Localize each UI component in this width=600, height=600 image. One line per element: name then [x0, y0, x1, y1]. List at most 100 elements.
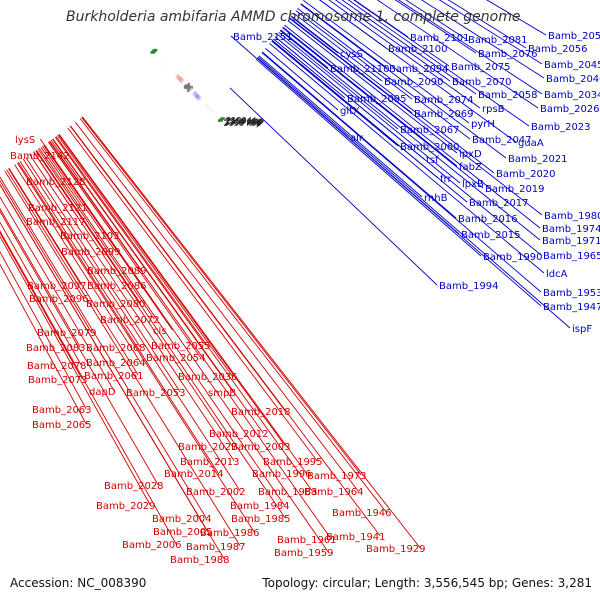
- annotation-band-segment: [159, 59, 169, 69]
- annotation-band-segment: [206, 103, 215, 113]
- forward-gene-arrow: [194, 90, 202, 99]
- leader-line: [394, 0, 477, 54]
- reverse-gene-arrow: [176, 74, 184, 83]
- scale-tick-label: 2250 kbp: [225, 118, 263, 127]
- leader-line: [82, 116, 421, 549]
- annotation-band-segment: [159, 59, 168, 69]
- forward-gene-label-bamb_2034: Bamb_2034: [544, 90, 600, 101]
- annotation-band-segment: [159, 59, 168, 69]
- forward-gene-label-ispf: ispF: [572, 324, 592, 335]
- reverse-gene-label-dapd: dapD: [89, 387, 116, 398]
- annotation-band-segment: [206, 103, 215, 112]
- leader-line: [284, 24, 541, 229]
- annotation-band-segment: [159, 59, 168, 69]
- forward-gene-label-bamb_2090: Bamb_2090: [384, 77, 444, 88]
- reverse-gene-label-bamb_2014: Bamb_2014: [164, 469, 224, 480]
- leader-line: [262, 51, 457, 219]
- reverse-gene-arrow: [177, 74, 185, 82]
- reverse-gene-arrow: [176, 75, 184, 83]
- annotation-band-segment: [159, 59, 169, 68]
- reverse-gene-label-bamb_2097: Bamb_2097: [27, 281, 87, 292]
- annotation-band-segment: [159, 59, 168, 69]
- forward-gene-label-bamb_2023: Bamb_2023: [531, 122, 591, 133]
- leader-line: [35, 150, 286, 519]
- annotation-band-segment: [204, 105, 213, 114]
- forward-gene-label-tsf: tsf: [426, 155, 439, 166]
- annotation-band-segment: [205, 104, 214, 113]
- leader-line: [19, 160, 141, 348]
- forward-gene-label-bamb_2076: Bamb_2076: [478, 49, 538, 60]
- annotation-band-segment: [205, 104, 214, 113]
- forward-gene-label-alr: alr: [350, 133, 364, 144]
- forward-gene-arrow: [193, 92, 201, 100]
- reverse-gene-label-bamb_2002: Bamb_2002: [186, 487, 246, 498]
- reverse-gene-arrow: [175, 76, 183, 84]
- leader-line: [42, 145, 116, 252]
- annotation-band-segment: [204, 104, 214, 114]
- forward-gene-arrow: [192, 93, 200, 101]
- reverse-gene-label-bamb_1961: Bamb_1961: [277, 535, 337, 546]
- forward-gene-arrow: [194, 91, 202, 99]
- annotation-band-segment: [159, 59, 168, 69]
- feature-tracks: [150, 48, 225, 122]
- reverse-gene-label-bamb_1959: Bamb_1959: [274, 548, 334, 559]
- forward-gene-label-cyss: cysS: [340, 49, 363, 60]
- annotation-band-segment: [159, 59, 169, 68]
- forward-gene-label-pyrh: pyrH: [471, 119, 495, 130]
- annotation-band-segment: [205, 104, 214, 113]
- reverse-gene-label-bamb_2053: Bamb_2053: [126, 388, 186, 399]
- leader-line: [341, 0, 477, 95]
- annotation-band-segment: [206, 102, 216, 112]
- reverse-gene-arrow: [177, 73, 185, 81]
- forward-gene-arrow: [193, 91, 201, 100]
- forward-gene-label-lpxd: lpxD: [459, 149, 482, 160]
- forward-gene-arrow: [193, 92, 201, 100]
- reverse-gene-label-bamb_2072: Bamb_2072: [100, 315, 160, 326]
- leader-line: [0, 230, 177, 545]
- leader-line: [50, 139, 81, 182]
- annotation-band-segment: [161, 57, 171, 67]
- leader-line: [300, 3, 388, 69]
- reverse-gene-label-lyss: lysS: [15, 135, 35, 146]
- reverse-gene-label-bamb_2003: Bamb_2003: [231, 442, 291, 453]
- leader-line: [29, 154, 235, 462]
- forward-gene-arrow: [193, 92, 201, 100]
- reverse-gene-arrow: [175, 75, 183, 83]
- leader-line: [293, 12, 383, 82]
- reverse-gene-label-bamb_1983: Bamb_1983: [258, 487, 318, 498]
- reverse-gene-label-bamb_2083: Bamb_2083: [26, 343, 86, 354]
- annotation-band-segment: [205, 104, 214, 114]
- reverse-gene-label-bamb_1985: Bamb_1985: [231, 514, 291, 525]
- annotation-band-segment: [206, 103, 215, 113]
- reverse-gene-label-bamb_1964: Bamb_1964: [304, 487, 364, 498]
- reverse-gene-label-bamb_2079: Bamb_2079: [37, 328, 97, 339]
- annotation-band-segment: [206, 103, 215, 113]
- forward-gene-arrow: [192, 93, 200, 101]
- leader-line: [8, 167, 139, 376]
- reverse-gene-label-bamb_2029: Bamb_2029: [96, 501, 156, 512]
- forward-gene-arrow: [193, 91, 202, 99]
- annotation-band-segment: [161, 57, 171, 67]
- leader-line: [334, 0, 451, 82]
- reverse-gene-label-bamb_1986: Bamb_1986: [200, 528, 260, 539]
- annotation-band-segment: [205, 104, 214, 113]
- annotation-band-segment: [203, 105, 213, 115]
- leader-line: [258, 55, 423, 198]
- reverse-gene-label-bamb_2013: Bamb_2013: [180, 457, 240, 468]
- forward-gene-label-bamb_2057: Bamb_2057: [548, 31, 600, 42]
- leader-line: [319, 0, 517, 143]
- reverse-gene-arrow: [178, 73, 186, 81]
- forward-gene-label-rpsb: rpsB: [482, 104, 505, 115]
- annotation-band-segment: [161, 57, 171, 67]
- leader-line: [295, 10, 413, 100]
- annotation-band-segment: [160, 58, 170, 67]
- annotation-band-segment: [159, 59, 169, 68]
- reverse-gene-arrow: [175, 76, 183, 84]
- leader-line: [328, 0, 481, 109]
- leader-line: [282, 26, 458, 167]
- reverse-gene-label-bamb_2128: Bamb_2128: [26, 177, 86, 188]
- reverse-gene-label-bamb_1988: Bamb_1988: [170, 555, 230, 566]
- leader-line: [271, 40, 399, 147]
- leader-line: [279, 30, 541, 241]
